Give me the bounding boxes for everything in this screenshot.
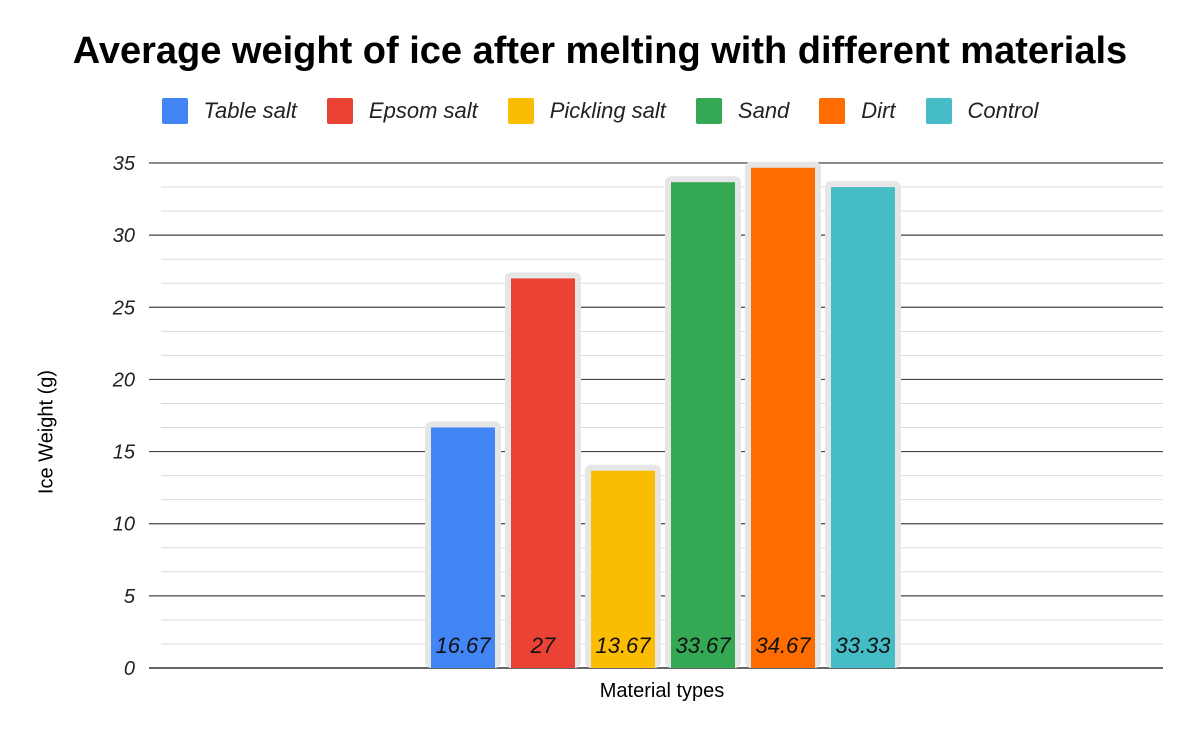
legend-label: Sand <box>737 98 790 123</box>
bar <box>591 470 655 668</box>
legend-swatch <box>507 98 534 124</box>
data-label: 16.67 <box>435 633 491 658</box>
y-tick-label: 15 <box>113 442 136 464</box>
bar <box>431 427 495 668</box>
legend-label: Dirt <box>861 98 896 123</box>
legend-swatch <box>326 98 353 124</box>
data-label: 13.67 <box>595 633 651 658</box>
bar <box>831 187 895 669</box>
legend-swatch <box>161 98 188 124</box>
legend-swatch <box>925 98 952 124</box>
data-label: 34.67 <box>755 633 811 658</box>
legend-label: Pickling salt <box>549 98 666 123</box>
y-tick-label: 0 <box>124 658 135 680</box>
data-label: 33.67 <box>675 633 731 658</box>
data-label: 27 <box>530 633 556 658</box>
legend-swatch <box>819 98 846 124</box>
legend-item: Sand <box>695 98 790 124</box>
legend-item: Epsom salt <box>326 98 478 124</box>
bar <box>671 182 735 668</box>
data-label: 33.33 <box>835 633 891 658</box>
y-tick-label: 30 <box>113 225 135 247</box>
legend-swatch <box>695 98 722 124</box>
x-axis-label: Material types <box>599 680 725 702</box>
legend-label: Table salt <box>203 98 297 123</box>
chart-title: Average weight of ice after melting with… <box>72 30 1128 72</box>
legend-item: Control <box>925 98 1039 124</box>
y-tick-label: 20 <box>112 369 135 391</box>
legend-item: Table salt <box>161 98 297 124</box>
y-tick-label: 35 <box>113 153 136 175</box>
chart-legend: Table salt Epsom salt Pickling salt Sand Dir… <box>0 98 1200 124</box>
y-tick-label: 5 <box>124 586 136 608</box>
y-tick-label: 10 <box>113 514 135 536</box>
bar <box>751 167 815 669</box>
bar <box>511 278 575 668</box>
legend-label: Epsom salt <box>368 98 478 123</box>
y-tick-label: 25 <box>112 297 136 319</box>
legend-item: Dirt <box>819 98 896 124</box>
legend-item: Pickling salt <box>507 98 666 124</box>
legend-label: Control <box>967 98 1039 123</box>
